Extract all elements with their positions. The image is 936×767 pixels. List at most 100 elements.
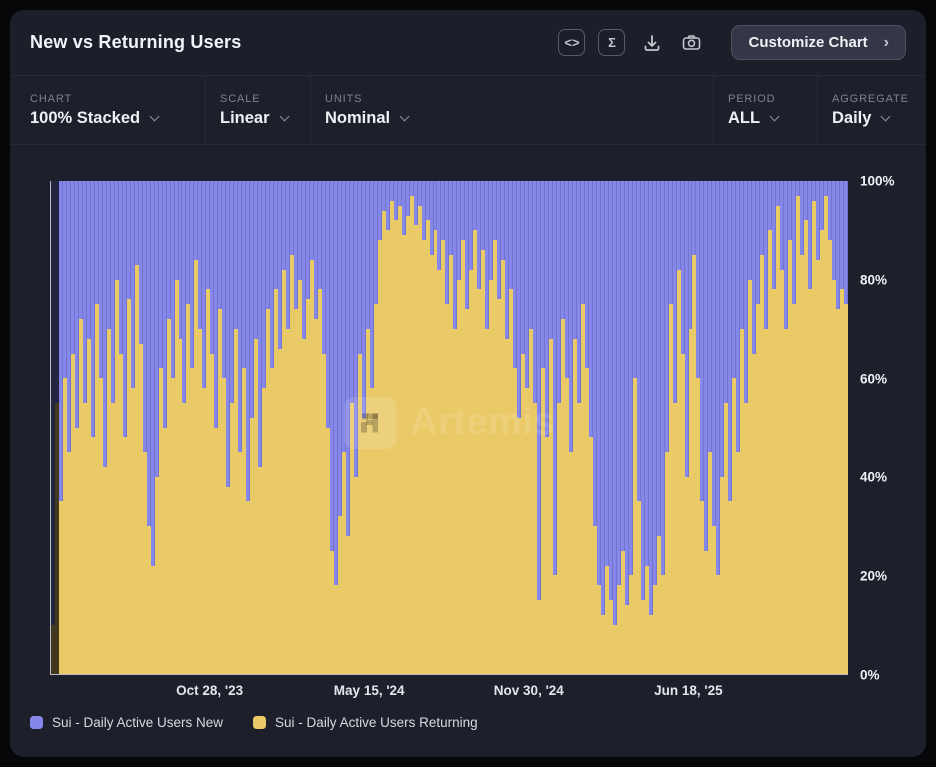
bar[interactable] bbox=[616, 181, 621, 674]
bar[interactable] bbox=[110, 181, 115, 674]
bar[interactable] bbox=[839, 181, 844, 674]
bar[interactable] bbox=[194, 181, 199, 674]
bar[interactable] bbox=[680, 181, 685, 674]
bar[interactable] bbox=[218, 181, 223, 674]
bar[interactable] bbox=[716, 181, 721, 674]
bar[interactable] bbox=[94, 181, 99, 674]
bar[interactable] bbox=[321, 181, 326, 674]
bar[interactable] bbox=[62, 181, 67, 674]
aggregate-dropdown[interactable]: Daily bbox=[832, 109, 926, 128]
bar[interactable] bbox=[600, 181, 605, 674]
bar[interactable] bbox=[497, 181, 502, 674]
bar[interactable] bbox=[70, 181, 75, 674]
bar[interactable] bbox=[302, 181, 306, 674]
bar[interactable] bbox=[632, 181, 637, 674]
bar[interactable] bbox=[736, 181, 741, 674]
bar[interactable] bbox=[708, 181, 713, 674]
bar[interactable] bbox=[182, 181, 187, 674]
bar[interactable] bbox=[780, 181, 785, 674]
bar[interactable] bbox=[624, 181, 629, 674]
bar[interactable] bbox=[106, 181, 111, 674]
bar[interactable] bbox=[744, 181, 749, 674]
bar[interactable] bbox=[98, 181, 103, 674]
bar[interactable] bbox=[341, 181, 346, 674]
bar[interactable] bbox=[433, 181, 438, 674]
bar[interactable] bbox=[788, 181, 793, 674]
bar[interactable] bbox=[357, 181, 362, 674]
bar[interactable] bbox=[541, 181, 546, 674]
bar[interactable] bbox=[549, 181, 554, 674]
bar[interactable] bbox=[154, 181, 159, 674]
bar[interactable] bbox=[325, 181, 330, 674]
bar[interactable] bbox=[393, 181, 398, 674]
bar[interactable] bbox=[262, 181, 267, 674]
bar[interactable] bbox=[608, 181, 613, 674]
bar[interactable] bbox=[768, 181, 773, 674]
bar[interactable] bbox=[592, 181, 597, 674]
bar[interactable] bbox=[349, 181, 354, 674]
bar[interactable] bbox=[118, 181, 123, 674]
bar[interactable] bbox=[142, 181, 147, 674]
bar[interactable] bbox=[469, 181, 474, 674]
bar[interactable] bbox=[86, 181, 91, 674]
bar[interactable] bbox=[130, 181, 135, 674]
bar[interactable] bbox=[517, 181, 522, 674]
bar[interactable] bbox=[214, 181, 219, 674]
bar[interactable] bbox=[473, 181, 478, 674]
bar[interactable] bbox=[369, 181, 374, 674]
bar[interactable] bbox=[772, 181, 777, 674]
bar[interactable] bbox=[740, 181, 745, 674]
bar[interactable] bbox=[561, 181, 565, 674]
bar[interactable] bbox=[162, 181, 167, 674]
bar[interactable] bbox=[660, 181, 665, 674]
download-button[interactable] bbox=[638, 29, 665, 56]
bar[interactable] bbox=[178, 181, 183, 674]
bar[interactable] bbox=[501, 181, 506, 674]
bar[interactable] bbox=[306, 181, 310, 674]
bar[interactable] bbox=[114, 181, 119, 674]
bar[interactable] bbox=[676, 181, 681, 674]
bar[interactable] bbox=[421, 181, 426, 674]
bar[interactable] bbox=[242, 181, 247, 674]
bar[interactable] bbox=[537, 181, 542, 674]
bar[interactable] bbox=[90, 181, 95, 674]
bar[interactable] bbox=[692, 181, 697, 674]
bar[interactable] bbox=[792, 181, 797, 674]
bar[interactable] bbox=[804, 181, 809, 674]
bar[interactable] bbox=[827, 181, 832, 674]
bar[interactable] bbox=[282, 181, 287, 674]
bar[interactable] bbox=[425, 181, 430, 674]
bar[interactable] bbox=[756, 181, 761, 674]
bar[interactable] bbox=[557, 181, 561, 674]
bar[interactable] bbox=[656, 181, 661, 674]
bar[interactable] bbox=[808, 181, 813, 674]
bar[interactable] bbox=[234, 181, 239, 674]
bar[interactable] bbox=[760, 181, 765, 674]
bar[interactable] bbox=[553, 181, 558, 674]
bar[interactable] bbox=[298, 181, 303, 674]
bar[interactable] bbox=[405, 181, 410, 674]
bar[interactable] bbox=[102, 181, 107, 674]
bar[interactable] bbox=[445, 181, 450, 674]
bar[interactable] bbox=[361, 181, 366, 674]
bar[interactable] bbox=[210, 181, 215, 674]
bar[interactable] bbox=[489, 181, 494, 674]
bar[interactable] bbox=[668, 181, 673, 674]
bar[interactable] bbox=[186, 181, 191, 674]
bar[interactable] bbox=[568, 181, 573, 674]
bar[interactable] bbox=[78, 181, 83, 674]
bar[interactable] bbox=[843, 181, 848, 674]
bar[interactable] bbox=[812, 181, 816, 674]
bar[interactable] bbox=[146, 181, 151, 674]
bar[interactable] bbox=[82, 181, 87, 674]
bar[interactable] bbox=[796, 181, 801, 674]
bar[interactable] bbox=[505, 181, 510, 674]
bar[interactable] bbox=[397, 181, 402, 674]
bar[interactable] bbox=[286, 181, 291, 674]
bar[interactable] bbox=[513, 181, 518, 674]
bar[interactable] bbox=[278, 181, 283, 674]
bar[interactable] bbox=[222, 181, 227, 674]
bar[interactable] bbox=[732, 181, 737, 674]
bar[interactable] bbox=[198, 181, 203, 674]
bar[interactable] bbox=[174, 181, 179, 674]
